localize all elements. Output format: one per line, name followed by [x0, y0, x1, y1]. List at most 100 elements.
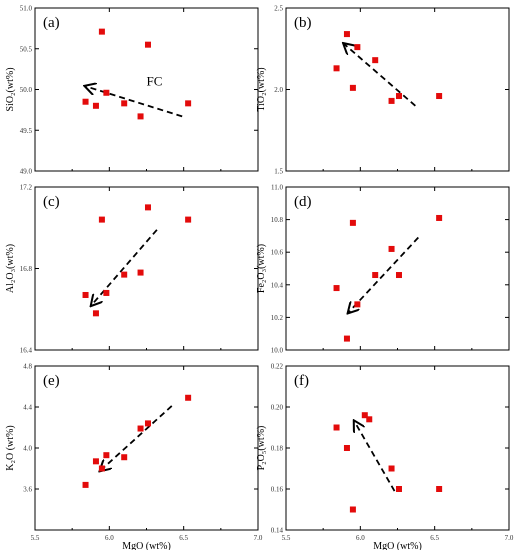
- x-tick-label: 5.5: [31, 534, 40, 542]
- data-point: [333, 285, 340, 292]
- data-point: [366, 416, 373, 423]
- y-tick-label: 50.0: [20, 86, 33, 94]
- data-point: [103, 289, 110, 296]
- data-point: [372, 57, 379, 64]
- data-point: [436, 486, 443, 492]
- plot-frame: [34, 186, 259, 351]
- data-point: [185, 394, 192, 401]
- y-tick-label: 1.5: [274, 168, 283, 176]
- y-tick-label: 49.0: [20, 168, 33, 176]
- plot-frame: [34, 7, 259, 172]
- panel-label: (b): [294, 15, 312, 31]
- y-tick-label: 0.14: [271, 527, 284, 535]
- x-tick-label: 5.5: [282, 534, 291, 542]
- data-point: [354, 44, 361, 51]
- data-point: [103, 452, 110, 459]
- y-tick-label: 11.0: [271, 184, 283, 192]
- data-point: [98, 216, 105, 223]
- data-point: [395, 272, 402, 279]
- y-tick-label: 10.0: [271, 347, 284, 355]
- panel-e: 5.5 6.0 6.5 7.0 3.6 4.0 4.4 4.8 K₂O (wt%) MgO (wt…: [5, 363, 263, 550]
- data-point: [92, 102, 99, 109]
- panel-f: 5.5 6.0 6.5 7.0 0.14 0.16 0.18 0.20 0.22 P₂O₅(wt%…: [256, 363, 514, 550]
- data-point: [349, 506, 356, 513]
- data-point: [388, 465, 395, 472]
- y-tick-label: 2.0: [274, 86, 283, 94]
- trend-arrow: [86, 86, 183, 118]
- trend-arrow: [354, 421, 396, 492]
- x-axis-label: MgO (wt%): [122, 541, 171, 550]
- y-tick-label: 3.6: [23, 486, 32, 494]
- data-point: [395, 486, 402, 492]
- panel-label: (c): [43, 194, 60, 210]
- data-point: [144, 420, 151, 427]
- data-point: [98, 28, 105, 35]
- x-tick-label: 6.5: [179, 534, 188, 542]
- data-point: [395, 93, 402, 100]
- data-point: [98, 465, 105, 472]
- y-tick-label: 49.5: [20, 127, 33, 135]
- panel-c: 16.4 16.8 17.2 Al₂O₃(wt%) (c): [5, 184, 259, 355]
- y-axis-label: Al₂O₃(wt%): [5, 244, 16, 293]
- data-point: [137, 425, 144, 432]
- y-axis-label: TiO₂(wt%): [256, 67, 267, 111]
- y-tick-label: 16.8: [20, 265, 33, 273]
- x-axis-label: MgO (wt%): [373, 541, 422, 550]
- plot-frame: [285, 365, 510, 531]
- trend-arrow: [91, 229, 158, 305]
- trend-arrow: [100, 405, 173, 471]
- data-point: [354, 301, 361, 308]
- y-tick-label: 4.0: [23, 445, 32, 453]
- data-point: [372, 272, 379, 279]
- y-tick-label: 2.5: [274, 5, 283, 13]
- y-tick-label: 0.16: [271, 486, 284, 494]
- data-point: [185, 100, 192, 107]
- y-tick-label: 10.6: [271, 249, 284, 257]
- data-point: [144, 204, 151, 211]
- y-tick-label: 4.8: [23, 363, 32, 371]
- data-point: [436, 214, 443, 221]
- panel-b: 1.5 2.0 2.5 TiO₂(wt%) (b): [256, 5, 510, 176]
- data-point: [185, 216, 192, 223]
- data-point: [349, 219, 356, 226]
- data-point: [333, 424, 340, 431]
- data-point: [92, 458, 99, 465]
- y-tick-label: 10.4: [271, 281, 284, 289]
- y-tick-label: 4.4: [23, 404, 32, 412]
- data-point: [388, 97, 395, 104]
- panel-label: (f): [294, 373, 309, 389]
- panel-label: (d): [294, 194, 312, 210]
- data-point: [343, 445, 350, 451]
- data-point: [92, 310, 99, 317]
- x-tick-label: 6.5: [430, 534, 439, 542]
- y-tick-label: 0.18: [271, 445, 284, 453]
- panel-d: 10.0 10.2 10.4 10.6 10.8 11.0 Fe₂O₃(wt%) (d): [256, 184, 510, 355]
- y-tick-label: 16.4: [20, 347, 33, 355]
- annotation-label: FC: [147, 73, 163, 88]
- data-point: [388, 245, 395, 252]
- panel-label: (a): [43, 15, 60, 31]
- y-tick-label: 0.20: [271, 404, 284, 412]
- data-point: [121, 100, 128, 107]
- panel-label: (e): [43, 373, 60, 389]
- data-point: [343, 335, 350, 342]
- data-point: [121, 454, 128, 461]
- y-axis-label: P₂O₅(wt%): [256, 426, 267, 471]
- data-point: [103, 89, 110, 96]
- panel-a: 49.0 49.5 50.0 50.5 51.0 SiO₂(wt%) (a) FC: [5, 5, 259, 176]
- y-tick-label: 10.2: [271, 314, 284, 322]
- trend-arrow: [344, 44, 416, 107]
- data-point: [144, 41, 151, 48]
- trend-arrow: [348, 236, 419, 313]
- plot-frame: [34, 365, 259, 531]
- y-tick-label: 0.22: [271, 363, 284, 371]
- data-point: [343, 31, 350, 38]
- data-point: [82, 291, 89, 298]
- y-axis-label: Fe₂O₃(wt%): [256, 244, 267, 293]
- data-point: [333, 65, 340, 72]
- data-point: [361, 412, 368, 419]
- y-tick-label: 51.0: [20, 5, 33, 13]
- x-tick-label: 7.0: [505, 534, 514, 542]
- x-tick-label: 6.0: [105, 534, 114, 542]
